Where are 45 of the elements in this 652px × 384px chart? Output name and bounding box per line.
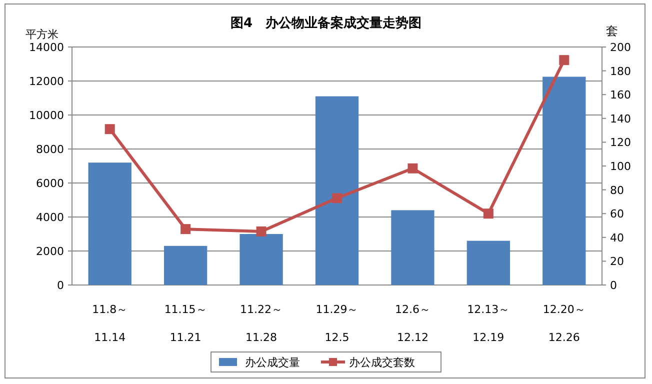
point: [256, 226, 266, 236]
y2-tick-label: 80: [610, 184, 624, 197]
y2-tick-label: 40: [610, 231, 624, 244]
y2-tick-label: 60: [610, 208, 624, 221]
point: [180, 224, 191, 234]
category-label: 11.29～ 12.5: [316, 303, 358, 344]
category-label: 12.13～ 12.19: [467, 303, 510, 344]
y-tick-label: 4000: [36, 211, 64, 224]
y-tick-label: 10000: [29, 109, 64, 122]
legend-label: 办公成交量: [245, 356, 300, 369]
point: [559, 55, 570, 66]
legend-label: 办公成交套数: [349, 356, 415, 369]
category-label: 12.20～ 12.26: [542, 303, 586, 344]
bar: [88, 162, 132, 285]
y2-tick-label: 0: [610, 279, 617, 292]
y2-tick-label: 120: [610, 136, 631, 150]
bar: [240, 234, 283, 285]
bar: [391, 210, 434, 285]
chart-title: 图4 办公物业备案成交量走势图: [230, 15, 422, 31]
y-tick-label: 2000: [36, 245, 64, 258]
point: [104, 124, 115, 134]
y2-tick-label: 100: [610, 160, 631, 173]
bar: [466, 240, 510, 285]
y2-tick-label: 200: [610, 41, 631, 54]
bar: [164, 246, 208, 285]
bar: [542, 76, 586, 285]
category-label: 11.8～ 11.14: [92, 303, 128, 344]
y-tick-label: 6000: [36, 177, 64, 190]
y-tick-label: 14000: [29, 41, 64, 54]
category-label: 11.15～ 11.21: [164, 303, 207, 344]
y-axis-title: 平方米: [26, 28, 58, 41]
y2-tick-label: 140: [610, 112, 631, 126]
category-label: 12.6～ 12.12: [394, 303, 430, 344]
y2-tick-label: 160: [610, 88, 631, 102]
bar: [315, 96, 359, 285]
y-tick-label: 12000: [29, 75, 64, 88]
y2-tick-label: 180: [610, 64, 631, 78]
y-tick-label: 0: [57, 279, 64, 292]
point: [483, 208, 494, 219]
point: [332, 193, 342, 204]
y2-tick-label: 20: [610, 255, 624, 268]
category-label: 11.22～ 11.28: [240, 303, 283, 344]
point: [408, 163, 418, 174]
y2-axis-title: 套: [606, 24, 618, 38]
y-tick-label: 8000: [36, 143, 64, 156]
